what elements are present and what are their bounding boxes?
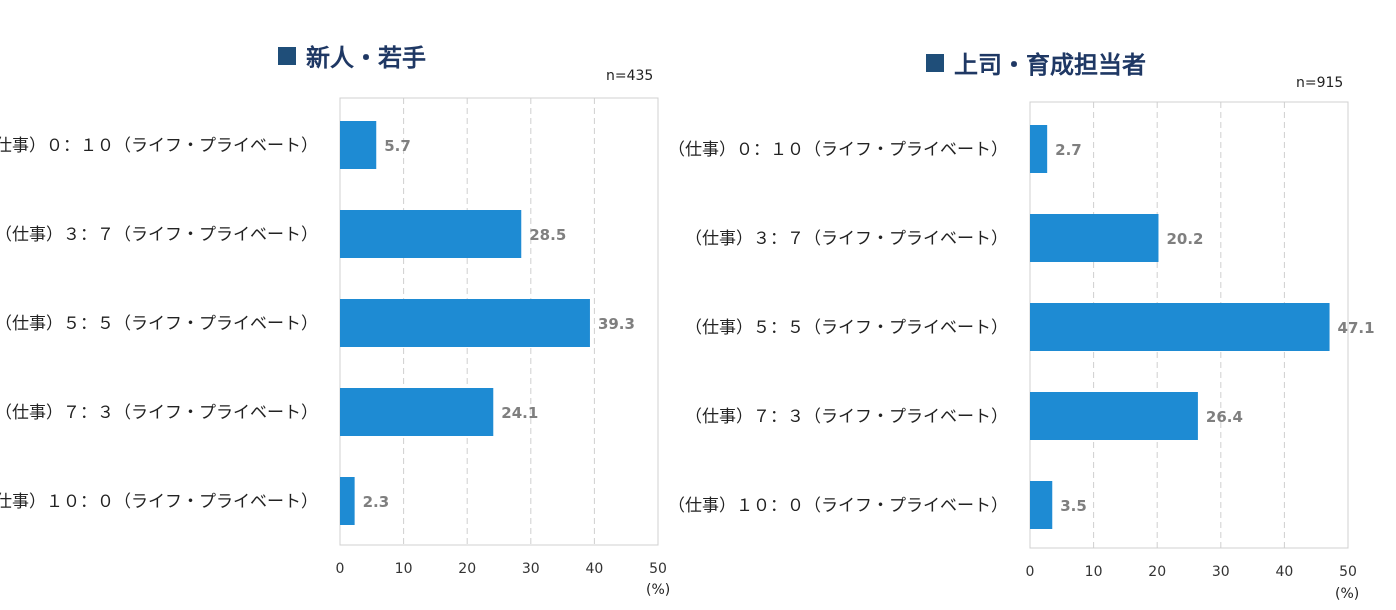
category-label: （仕事）３：７（ライフ・プライベート） [685,229,1008,249]
category-label: （仕事）３：７（ライフ・プライベート） [0,225,318,245]
data-label: 24.1 [501,404,538,422]
chart-panel-supervisors: 上司・育成担当者 n=915 (%) 0 10 20 30 40 50 （仕事）０：１０（ラ… [668,0,1396,610]
x-tick-label: 30 [1212,564,1230,580]
chart-title: 新人・若手 [278,38,426,73]
category-label: （仕事）７：３（ライフ・プライベート） [685,407,1008,427]
bar-chart-supervisors: 0 10 20 30 40 50 （仕事）０：１０（ライフ・プライベート） 2.7 （仕事）３：… [668,101,1375,580]
data-label: 2.3 [363,493,390,511]
unit-label: (%) [1335,586,1360,602]
x-tick-label: 30 [522,561,540,577]
bar [1030,303,1330,351]
bar [1030,481,1053,529]
x-tick-label: 0 [336,561,345,577]
chart-title-text: 新人・若手 [306,44,426,72]
category-label: （仕事）１０：０（ライフ・プライベート） [668,496,1008,516]
x-tick-label: 50 [649,561,667,577]
data-label: 28.5 [529,226,566,244]
bar [1030,125,1048,173]
category-label: （仕事）０：１０（ライフ・プライベート） [668,140,1008,160]
bar [340,210,522,258]
data-label: 47.1 [1338,319,1375,337]
data-label: 26.4 [1206,408,1243,426]
bar [340,299,590,347]
category-label: （仕事）０：１０（ライフ・プライベート） [0,136,318,156]
x-tick-label: 20 [458,561,476,577]
chart-title: 上司・育成担当者 [926,45,1146,80]
bar [340,121,377,169]
x-tick-label: 40 [585,561,603,577]
chart-title-text: 上司・育成担当者 [954,51,1146,79]
sample-size-label: n=435 [606,68,654,84]
category-label: （仕事）１０：０（ライフ・プライベート） [0,492,318,512]
data-label: 3.5 [1060,497,1087,515]
data-label: 39.3 [598,315,635,333]
bar [340,388,494,436]
category-label: （仕事）５：５（ライフ・プライベート） [685,318,1008,338]
x-tick-label: 50 [1339,564,1357,580]
x-tick-label: 10 [1085,564,1103,580]
x-tick-label: 0 [1026,564,1035,580]
bar-chart-newcomers: 0 10 20 30 40 50 （仕事）０：１０（ライフ・プライベート） 5.7 （仕事）３：… [0,97,667,577]
title-square-icon [926,53,944,72]
bar [1030,392,1198,440]
x-tick-label: 20 [1148,564,1166,580]
chart-panel-newcomers: 新人・若手 n=435 (%) 0 10 20 30 40 50 （仕事）０：１０（ライフ・… [0,0,690,610]
data-label: 2.7 [1055,141,1082,159]
category-label: （仕事）７：３（ライフ・プライベート） [0,403,318,423]
bar [1030,214,1159,262]
unit-label: (%) [646,582,671,598]
data-label: 20.2 [1166,230,1203,248]
category-label: （仕事）５：５（ライフ・プライベート） [0,314,318,334]
title-square-icon [278,46,296,65]
data-label: 5.7 [384,137,411,155]
x-tick-label: 40 [1275,564,1293,580]
bar [340,477,355,525]
x-tick-label: 10 [395,561,413,577]
sample-size-label: n=915 [1296,75,1344,91]
